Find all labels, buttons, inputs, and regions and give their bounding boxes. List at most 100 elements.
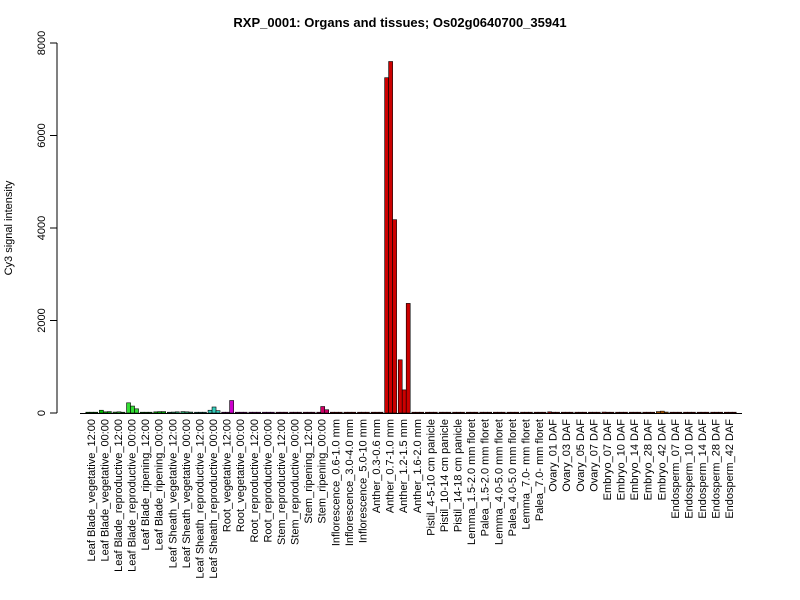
- x-tick-label: Endosperm_14 DAF: [697, 419, 709, 519]
- bar: [650, 411, 656, 414]
- bar: [252, 411, 258, 414]
- y-tick-label: 0: [36, 410, 48, 416]
- y-axis-ticks: 0 2000 4000 6000 8000: [36, 31, 57, 416]
- x-tick-label: Stem_ripening_12:00: [303, 419, 315, 524]
- x-tick-label: Leaf Blade_vegetative_00:00: [99, 419, 111, 562]
- bar: [266, 411, 271, 414]
- bar: [487, 411, 493, 414]
- x-tick-label: Embryo_42 DAF: [656, 419, 668, 501]
- bar: [655, 411, 661, 414]
- bar: [361, 411, 366, 414]
- x-tick-label: Stem_reproductive_00:00: [290, 419, 302, 545]
- bar: [710, 411, 715, 414]
- bar: [615, 411, 620, 414]
- bar: [500, 411, 506, 414]
- bar: [357, 411, 362, 414]
- bar: [297, 411, 302, 414]
- x-tick-label: Leaf Sheath_reproductive_00:00: [208, 419, 220, 579]
- x-tick-label: Endosperm_10 DAF: [683, 419, 695, 519]
- bar: [143, 411, 149, 414]
- bar: [452, 411, 457, 414]
- bar: [242, 411, 248, 414]
- bar: [578, 411, 584, 414]
- bar: [99, 409, 104, 414]
- bar: [188, 411, 194, 414]
- bar: [691, 411, 696, 414]
- bar: [370, 411, 376, 414]
- bar: [388, 61, 393, 414]
- bar: [537, 411, 543, 414]
- x-tick-label: Leaf Blade_vegetative_12:00: [86, 419, 98, 562]
- bar: [510, 411, 516, 414]
- x-tick-label: Stem_ripening_00:00: [317, 419, 329, 524]
- bar: [103, 411, 108, 414]
- bar: [405, 303, 411, 414]
- bar: [704, 411, 710, 414]
- x-tick-label: Anther_1.2-1.5 mm: [398, 419, 410, 513]
- bar: [343, 411, 349, 414]
- x-tick-label: Endosperm_28 DAF: [711, 419, 723, 519]
- bar: [465, 411, 471, 414]
- chart-title: RXP_0001: Organs and tissues; Os02g06407…: [233, 15, 566, 30]
- bar: [479, 411, 485, 414]
- bar: [161, 411, 167, 414]
- bar: [289, 411, 294, 414]
- x-tick-label: Root_vegetative_00:00: [235, 419, 247, 532]
- bar: [456, 411, 461, 414]
- bar: [619, 411, 624, 414]
- bar: [302, 411, 308, 414]
- bar: [683, 411, 688, 414]
- x-tick-label: Leaf Blade_ripening_00:00: [154, 419, 166, 551]
- bar: [107, 411, 112, 414]
- bar: [130, 405, 135, 414]
- x-tick-label: Stem_reproductive_12:00: [276, 419, 288, 545]
- bar: [560, 411, 566, 414]
- bar: [248, 411, 254, 414]
- x-tick-label: Lemma_4.0-5.0 mm floret: [493, 419, 505, 545]
- x-tick-label: Ovary_05 DAF: [575, 419, 587, 492]
- bar: [663, 411, 669, 414]
- x-tick-label: Endosperm_07 DAF: [670, 419, 682, 519]
- bar: [442, 411, 448, 414]
- x-axis-tick-labels: Leaf Blade_vegetative_12:00 Leaf Blade_ve…: [86, 419, 736, 579]
- bar: [541, 411, 547, 414]
- bar: [153, 411, 159, 414]
- bar: [677, 411, 683, 414]
- bar: [256, 411, 262, 414]
- x-tick-label: Ovary_01 DAF: [548, 419, 560, 492]
- bar: [496, 411, 502, 414]
- x-tick-label: Root_reproductive_12:00: [249, 419, 261, 543]
- bar: [139, 411, 145, 414]
- x-tick-label: Inflorescence_3.0-4.0 mm: [344, 419, 356, 546]
- bar: [337, 411, 343, 414]
- bar: [492, 411, 498, 414]
- x-tick-label: Embryo_10 DAF: [616, 419, 628, 501]
- bar: [446, 411, 452, 414]
- x-tick-label: Endosperm_42 DAF: [724, 419, 736, 519]
- bar: [520, 411, 525, 414]
- x-tick-label: Anther_0.7-1.0 mm: [385, 419, 397, 513]
- bar: [636, 411, 642, 414]
- bar: [609, 411, 615, 414]
- x-tick-label: Lemma_7.0- mm floret: [520, 419, 532, 530]
- bar: [120, 411, 126, 414]
- bar: [568, 411, 574, 414]
- x-tick-label: Embryo_14 DAF: [629, 419, 641, 501]
- bar: [306, 411, 312, 414]
- bar: [378, 411, 384, 414]
- x-tick-label: Leaf Sheath_reproductive_12:00: [194, 419, 206, 579]
- x-tick-label: Embryo_28 DAF: [643, 419, 655, 501]
- bar: [392, 219, 397, 414]
- x-tick-label: Inflorescence_0.6-1.0 mm: [330, 419, 342, 546]
- bar: [582, 411, 588, 414]
- x-tick-label: Inflorescence_5.0-10 mm: [357, 419, 369, 543]
- bar: [283, 411, 289, 414]
- bar: [473, 411, 479, 414]
- bar: [642, 411, 648, 414]
- bar: [669, 411, 675, 414]
- bar: [731, 411, 737, 414]
- y-tick-label: 2000: [36, 308, 48, 332]
- bar: [157, 411, 163, 414]
- x-tick-label: Palea_1.5-2.0 mm floret: [480, 419, 492, 536]
- bar: [85, 411, 91, 414]
